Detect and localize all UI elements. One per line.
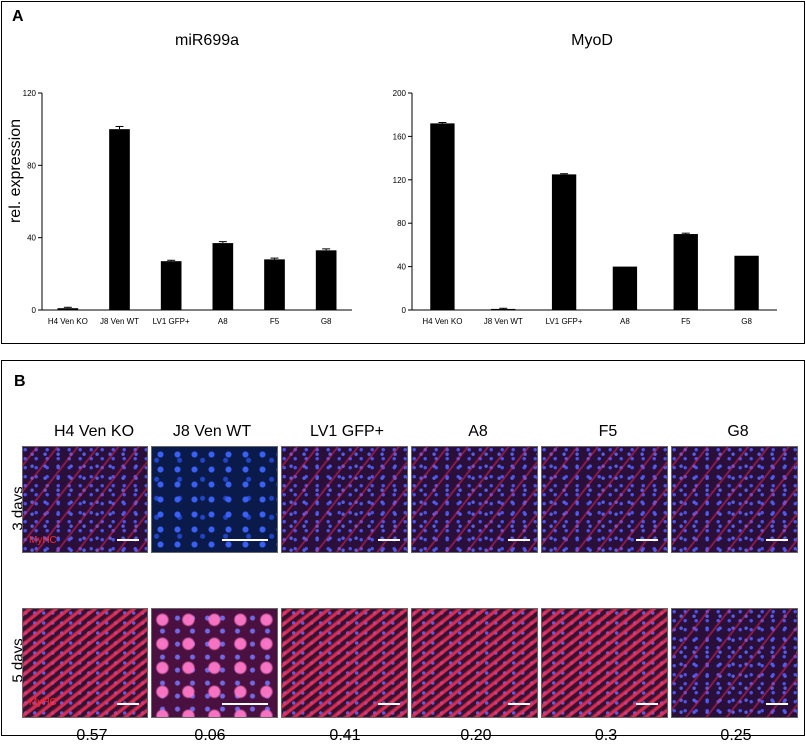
chart2-bar <box>673 234 698 310</box>
micrograph-g8-3days <box>671 446 798 553</box>
micrograph-h4-3days: MyHC <box>22 446 148 553</box>
scale-bar <box>117 703 139 705</box>
chart1-bar <box>264 259 285 310</box>
chart-1-title: miR699a <box>174 32 240 49</box>
chart2-bar <box>612 266 638 310</box>
chart2-y-tick-label: 160 <box>393 132 407 141</box>
column-label: G8 <box>727 423 749 440</box>
chart2-bar <box>430 123 455 310</box>
chart2-y-tick-label: 80 <box>397 219 406 228</box>
panel-b-letter: B <box>14 373 26 390</box>
micrograph-h4-5days: MyHC <box>22 608 148 718</box>
chart1-category-label: H4 Ven KO <box>48 317 88 326</box>
micrograph-g8-5days <box>671 608 798 718</box>
chart1-category-label: A8 <box>218 317 228 326</box>
chart1-category-label: G8 <box>321 317 332 326</box>
scale-bar <box>117 539 139 541</box>
chart2-bar <box>734 255 759 310</box>
chart2-category-label: A8 <box>620 317 630 326</box>
ratio-value: 0.25 <box>720 727 752 744</box>
scale-bar <box>378 539 400 541</box>
chart2-category-label: LV1 GFP+ <box>546 317 583 326</box>
chart1-y-tick-label: 40 <box>27 234 36 243</box>
ratio-value: 0.20 <box>460 727 492 744</box>
micrograph-a8-3days <box>411 446 538 553</box>
micrograph-a8-5days <box>411 608 538 718</box>
scale-bar <box>766 539 788 541</box>
chart-myod: 0 40 80 120 160 200 H4 Ven KO J8 Ven WT LV1 GFP+… <box>393 89 777 326</box>
scale-bar <box>378 703 400 705</box>
chart1-bar <box>57 308 79 310</box>
chart2-category-label: G8 <box>741 317 752 326</box>
scale-bar <box>508 539 530 541</box>
chart2-y-tick-label: 200 <box>393 89 407 98</box>
chart1-bar <box>109 129 130 310</box>
ratio-value: 0.3 <box>594 727 618 744</box>
micrograph-lv1-3days <box>281 446 408 553</box>
panel-b: B H4 Ven KO J8 Ven WT LV1 GFP+ A8 F5 G8 … <box>1 360 805 736</box>
chart1-category-label: F5 <box>270 317 280 326</box>
chart2-category-label: F5 <box>681 317 691 326</box>
ratio-value: 0.41 <box>329 727 361 744</box>
micrograph-j8-3days <box>151 446 278 553</box>
chart1-category-label: J8 Ven WT <box>100 317 139 326</box>
scale-bar <box>508 703 530 705</box>
micrograph-lv1-5days <box>281 608 408 718</box>
scale-bar <box>222 539 268 541</box>
panel-a-letter: A <box>12 8 24 25</box>
column-label: H4 Ven KO <box>53 423 135 440</box>
chart2-bar <box>551 174 577 310</box>
stain-label: MyHC <box>29 697 57 708</box>
micrograph-j8-5days <box>151 608 278 718</box>
stain-label: MyHC <box>29 535 57 546</box>
chart-miR699a: 0 40 80 120 H4 Ven KO J8 Ven WT LV1 GFP+ A8 F5 G8 <box>23 89 352 326</box>
scale-bar <box>222 703 268 705</box>
chart1-bar <box>315 250 337 310</box>
chart1-y-tick-label: 80 <box>27 161 36 170</box>
chart2-category-label: J8 Ven WT <box>484 317 523 326</box>
chart1-category-label: LV1 GFP+ <box>153 317 190 326</box>
chart1-bar <box>212 243 234 310</box>
ratio-value: 0.57 <box>76 727 108 744</box>
chart1-y-tick-label: 120 <box>23 89 37 98</box>
chart1-y-tick-label: 0 <box>32 306 37 315</box>
chart2-y-tick-label: 40 <box>397 263 406 272</box>
column-label: LV1 GFP+ <box>310 423 384 440</box>
scale-bar <box>766 703 788 705</box>
column-label: F5 <box>598 423 618 440</box>
ratio-value: 0.06 <box>194 727 226 744</box>
panel-a: A miR699a MyoD rel. expression 0 40 80 120 H… <box>1 1 805 344</box>
chart1-bar <box>160 261 182 310</box>
chart2-y-tick-label: 0 <box>402 306 407 315</box>
micrograph-f5-5days <box>541 608 668 718</box>
micrograph-f5-3days <box>541 446 668 553</box>
chart2-category-label: H4 Ven KO <box>422 317 462 326</box>
scale-bar <box>636 539 658 541</box>
chart2-bar <box>491 308 516 310</box>
chart2-y-tick-label: 120 <box>393 176 407 185</box>
column-label: A8 <box>468 423 488 440</box>
column-label: J8 Ven WT <box>172 423 252 440</box>
scale-bar <box>636 703 658 705</box>
chart-2-title: MyoD <box>571 32 613 49</box>
